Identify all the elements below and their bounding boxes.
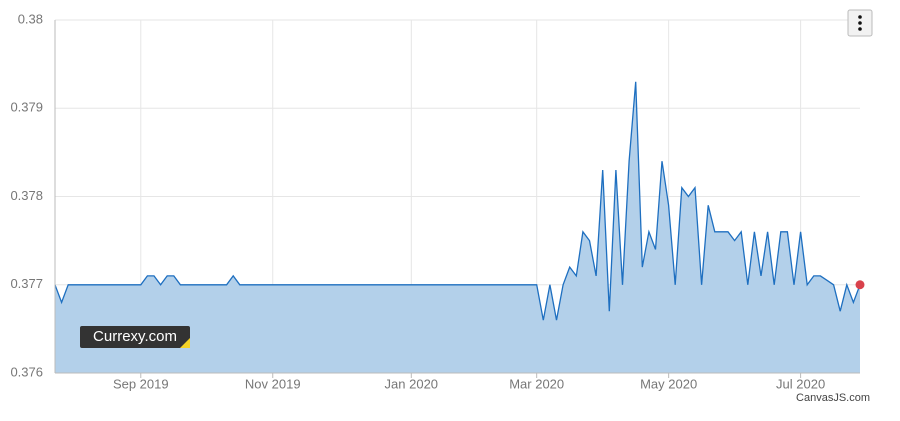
- line: [54, 81, 861, 321]
- x-tick-label: Sep 2019: [113, 376, 169, 391]
- credit: CanvasJS.com: [796, 392, 870, 404]
- x-tick-label: Jan 2020: [385, 376, 439, 391]
- x-tick-label: Mar 2020: [509, 376, 564, 391]
- y-tick-label: 0.377: [10, 276, 43, 291]
- menu-button[interactable]: [847, 9, 873, 37]
- watermark-text: Currexy.com: [93, 328, 177, 345]
- y-tick-label: 0.376: [10, 364, 43, 379]
- y-tick-label: 0.379: [10, 100, 43, 115]
- watermark: Currexy.com: [80, 326, 190, 348]
- x-tick-label: May 2020: [640, 376, 697, 391]
- watermark-box: [80, 326, 190, 348]
- x-tick-label: Jul 2020: [776, 376, 825, 391]
- watermark-corner: [180, 338, 190, 348]
- y-tick-label: 0.38: [18, 11, 43, 26]
- area: [55, 81, 860, 374]
- x-tick-label: Nov 2019: [245, 376, 301, 391]
- last-point-marker: [855, 280, 865, 290]
- y-tick-label: 0.378: [10, 188, 43, 203]
